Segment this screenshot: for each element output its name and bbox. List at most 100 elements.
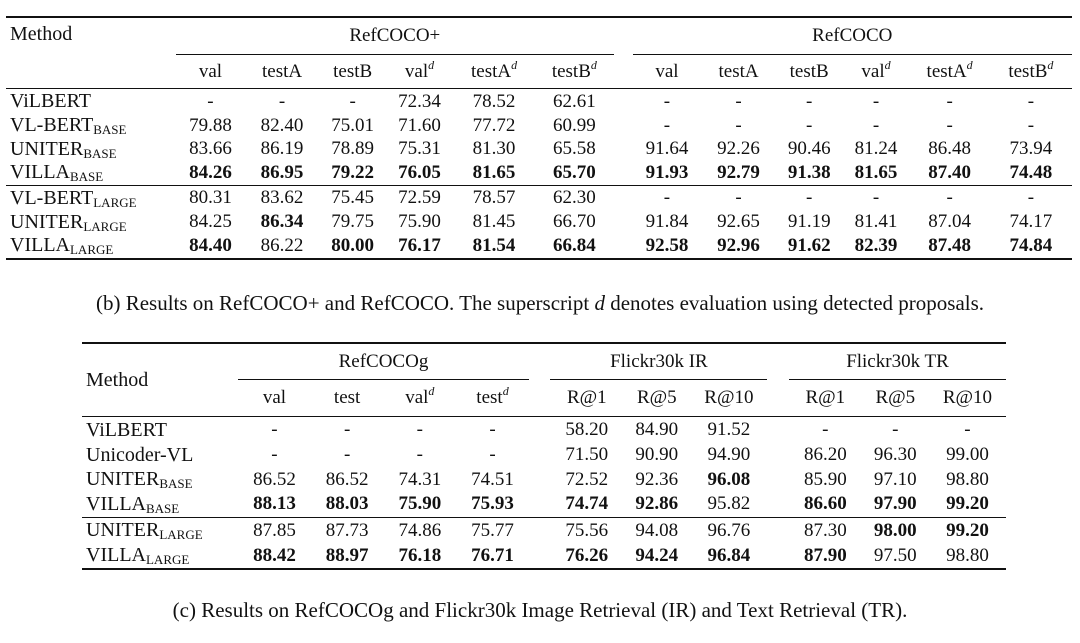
- col-header: testd: [476, 384, 509, 408]
- table-cell: -: [663, 114, 671, 136]
- table-cell: 66.70: [552, 211, 596, 233]
- table-row: VL-BERTBASE 79.88 82.40 75.01 71.60 77.72 60.9…: [6, 114, 1072, 138]
- table-cell: 75.90: [398, 211, 441, 233]
- table-cell: 78.52: [452, 88, 536, 114]
- table-cell: 87.04: [928, 211, 971, 233]
- col-header: test: [333, 387, 361, 408]
- table-cell: 74.48: [1009, 161, 1053, 183]
- table-cell: 94.90: [707, 444, 751, 466]
- table-row: VILLABASE 84.26 86.95 79.22 76.05 81.65 65.70 9…: [6, 161, 1072, 185]
- table-cell: 92.86: [635, 493, 679, 515]
- col-header: testB: [789, 60, 829, 82]
- table-cell: 92.96: [701, 234, 776, 260]
- col-header: val: [262, 387, 287, 408]
- group-header-refcoco: RefCOCO: [632, 16, 1072, 55]
- method-header: Method: [82, 342, 239, 417]
- table-cell: 98.00: [861, 516, 929, 544]
- table-row: VILLALARGE 84.40 86.22 80.00 76.17 81.54 66.84…: [6, 234, 1072, 260]
- table-cell: 81.41: [854, 211, 898, 233]
- method-name: VILLALARGE: [82, 543, 239, 570]
- table-cell: -: [909, 88, 990, 114]
- col-header: R@5: [636, 387, 677, 408]
- table-cell: 77.72: [472, 114, 516, 136]
- table-cell: 76.26: [550, 543, 624, 570]
- table-cell: 78.57: [452, 184, 536, 211]
- col-header: vald: [404, 57, 435, 82]
- table-cell: 94.08: [623, 516, 691, 544]
- table-refcocog-flickr: Method RefCOCOg Flickr30k IR Flickr30k T…: [82, 342, 1006, 570]
- table-cell: 76.18: [383, 543, 457, 570]
- table-cell: -: [489, 444, 496, 466]
- table-cell: 60.99: [552, 114, 596, 136]
- table-cell: 71.50: [565, 444, 609, 466]
- table-cell: 91.19: [787, 211, 831, 233]
- table-cell: 98.80: [928, 543, 1006, 570]
- col-header: testAd: [926, 57, 973, 82]
- col-header: val: [655, 60, 679, 82]
- table-cell: 84.25: [189, 211, 232, 233]
- table-cell: -: [701, 88, 776, 114]
- table-cell: 81.24: [854, 138, 898, 160]
- table-cell: 79.22: [331, 161, 375, 183]
- table-cell: 86.52: [325, 468, 369, 490]
- table-cell: 73.94: [1009, 138, 1053, 160]
- col-header: testB: [333, 60, 373, 82]
- table-cell: -: [775, 184, 843, 211]
- table-row: UNITERBASE 83.66 86.19 78.89 75.31 81.30 65.58…: [6, 138, 1072, 162]
- table-cell: 81.54: [452, 234, 536, 260]
- table-cell: 81.45: [472, 211, 516, 233]
- table-cell: -: [928, 416, 1006, 443]
- col-header: testA: [261, 60, 303, 82]
- table-cell: -: [383, 416, 457, 443]
- method-name: UNITERBASE: [86, 468, 193, 492]
- table-cell: 74.84: [989, 234, 1072, 260]
- method-name: UNITERBASE: [10, 137, 117, 161]
- table-cell: 62.61: [535, 88, 614, 114]
- table-row: VILLABASE 88.13 88.03 75.90 75.93 74.74 92.86 9…: [82, 492, 1006, 517]
- table-cell: -: [861, 416, 929, 443]
- table-cell: -: [806, 114, 813, 136]
- table-cell: 74.86: [383, 516, 457, 544]
- col-header: vald: [861, 57, 891, 82]
- col-header: vald: [405, 384, 435, 408]
- table-cell: 78.89: [331, 138, 375, 160]
- table-cell: 76.71: [456, 543, 529, 570]
- table-cell: 86.60: [803, 493, 847, 515]
- method-name: VL-BERTBASE: [10, 114, 127, 138]
- table-row: UNITERLARGE 84.25 86.34 79.75 75.90 81.45 66.7…: [6, 211, 1072, 235]
- table-cell: 92.58: [632, 234, 702, 260]
- table-cell: 97.10: [873, 468, 917, 490]
- table-cell: -: [842, 88, 910, 114]
- table-cell: 62.30: [535, 184, 614, 211]
- table-cell: 82.39: [842, 234, 910, 260]
- col-header: R@1: [566, 387, 607, 408]
- table-cell: 96.84: [690, 543, 768, 570]
- table-cell: 99.20: [928, 516, 1006, 544]
- table-cell: -: [632, 184, 702, 211]
- table-cell: -: [319, 88, 387, 114]
- table-cell: 74.17: [1009, 211, 1053, 233]
- method-header: Method: [6, 16, 177, 89]
- table-row: ViLBERT - - -72.34 78.52 62.61- - - - - -: [6, 88, 1072, 114]
- method-name: UNITERLARGE: [82, 516, 239, 544]
- col-header: R@10: [942, 387, 993, 408]
- table-cell: -: [788, 416, 862, 443]
- table-cell: 65.70: [552, 161, 596, 183]
- table-cell: 95.82: [707, 493, 751, 515]
- table-cell: 80.00: [319, 234, 387, 260]
- table-cell: 85.90: [803, 468, 847, 490]
- table-cell: 76.05: [398, 161, 441, 183]
- table-cell: 92.36: [635, 468, 679, 490]
- table-cell: 71.60: [398, 114, 441, 136]
- method-name: VILLABASE: [10, 161, 104, 185]
- table-cell: 86.20: [803, 444, 847, 466]
- col-header: testAd: [470, 57, 518, 82]
- table-row: UNITERLARGE 87.85 87.73 74.86 75.77 75.56 94.0…: [82, 516, 1006, 544]
- table-row: UNITERBASE 86.52 86.52 74.31 74.51 72.52 92.36…: [82, 468, 1006, 493]
- group-header-flickr-tr: Flickr30k TR: [788, 342, 1006, 380]
- table-cell: 84.26: [189, 161, 232, 183]
- table-cell: 91.62: [775, 234, 843, 260]
- table-cell: -: [989, 184, 1072, 211]
- method-name: ViLBERT: [82, 416, 239, 443]
- group-header-refcocog: RefCOCOg: [238, 342, 529, 380]
